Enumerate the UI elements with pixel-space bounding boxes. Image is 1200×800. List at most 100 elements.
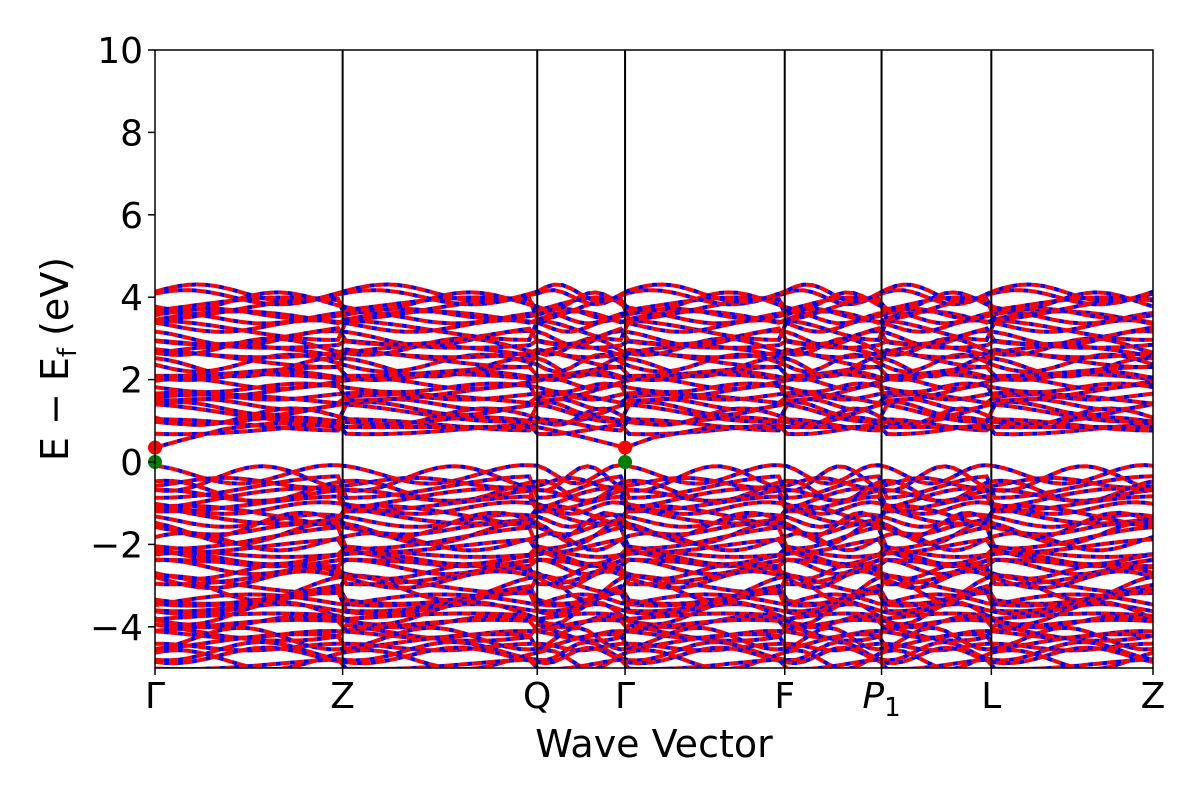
- band-line: [155, 550, 1153, 567]
- band-line: [155, 622, 1153, 643]
- x-tick-label: Z: [1141, 676, 1166, 717]
- band-line: [155, 338, 1153, 350]
- band-line: [155, 355, 1153, 379]
- band-line: [155, 464, 1153, 493]
- band-line: [155, 657, 1153, 668]
- band-line: [155, 504, 1153, 526]
- band-line: [155, 640, 1153, 663]
- band-line: [155, 531, 1153, 553]
- y-tick-label: 0: [120, 443, 143, 484]
- band-line: [155, 641, 1153, 653]
- plot-frame: [154, 49, 1154, 669]
- band-line: [155, 402, 1153, 424]
- band-line: [155, 611, 1153, 622]
- y-tick-label: 2: [120, 361, 143, 402]
- band-line: [155, 402, 1153, 424]
- band-line: [155, 474, 1153, 500]
- band-line: [155, 290, 1153, 313]
- y-axis-label: E − Ef (eV): [33, 257, 83, 461]
- band-line: [155, 396, 1153, 412]
- band-line: [155, 565, 1153, 587]
- x-tick-label: Q: [523, 676, 551, 717]
- band-line: [155, 295, 1153, 313]
- band-line: [155, 348, 1153, 370]
- band-line: [155, 537, 1153, 555]
- bands-layer: [155, 282, 1153, 668]
- band-line: [155, 406, 1153, 427]
- band-line: [155, 325, 1153, 347]
- band-line: [155, 550, 1153, 567]
- band-line: [155, 310, 1153, 326]
- y-tick-label: 10: [97, 31, 143, 72]
- band-line: [155, 364, 1153, 378]
- band-line: [155, 478, 1153, 504]
- band-line: [155, 574, 1153, 603]
- band-line: [155, 463, 1153, 486]
- x-tick-label: Z: [330, 676, 355, 717]
- band-line: [155, 574, 1153, 603]
- band-line: [155, 569, 1153, 591]
- band-line: [155, 344, 1153, 359]
- x-tick-label: L: [981, 676, 1001, 717]
- band-line: [155, 368, 1153, 383]
- x-axis-label: Wave Vector: [535, 722, 773, 766]
- highlight-point: [618, 455, 633, 469]
- band-line: [155, 309, 1153, 326]
- band-line: [155, 368, 1153, 383]
- y-tick-label: 6: [120, 196, 143, 237]
- x-axis-ticks: Γ Z Q Γ F P1 L Z: [145, 668, 1165, 723]
- band-line: [155, 474, 1153, 500]
- band-line: [155, 500, 1153, 516]
- band-line: [155, 569, 1153, 591]
- band-line: [155, 392, 1153, 406]
- band-line: [155, 602, 1153, 617]
- band-line: [155, 614, 1153, 630]
- band-line: [155, 602, 1153, 617]
- band-line: [155, 422, 1153, 437]
- edge-band-line: [155, 420, 626, 450]
- band-line: [155, 657, 1153, 668]
- band-line: [155, 617, 1153, 633]
- x-tick-label: P1: [862, 676, 900, 723]
- band-line: [155, 494, 1153, 514]
- band-line: [155, 557, 1153, 577]
- band-line: [155, 336, 1153, 357]
- band-line: [155, 352, 1153, 374]
- band-line: [155, 520, 1153, 547]
- band-line: [155, 478, 1153, 504]
- band-line: [155, 463, 1153, 486]
- x-tick-label: F: [774, 676, 795, 717]
- band-line: [155, 632, 1153, 652]
- band-line: [155, 592, 1153, 608]
- band-line: [155, 306, 1153, 321]
- y-axis-label-subscript: f: [53, 347, 83, 357]
- band-line: [155, 376, 1153, 391]
- band-line: [155, 544, 1153, 559]
- band-line: [155, 392, 1153, 406]
- x-tick-label: Γ: [615, 676, 635, 717]
- band-line: [155, 406, 1153, 427]
- band-line: [155, 503, 1153, 528]
- y-tick-label: 4: [120, 278, 143, 319]
- y-axis-ticks: −4 −2 0 2 4 6 8 10: [90, 31, 155, 649]
- band-line: [155, 282, 1153, 304]
- band-line: [155, 417, 1153, 433]
- band-line: [155, 525, 1153, 551]
- y-tick-label: 8: [120, 113, 143, 154]
- y-axis-label-unit: (eV): [33, 257, 77, 348]
- band-line: [155, 352, 1153, 374]
- x-tick-label: Γ: [145, 676, 165, 717]
- band-line: [155, 290, 1153, 313]
- band-line: [155, 417, 1153, 433]
- y-tick-label: −2: [90, 525, 143, 566]
- band-line: [155, 648, 1153, 668]
- y-tick-label: −4: [90, 608, 143, 649]
- band-line: [155, 583, 1153, 606]
- band-line: [155, 325, 1153, 347]
- highlight-point: [618, 440, 633, 455]
- band-line: [155, 625, 1153, 652]
- band-line: [155, 500, 1153, 516]
- band-line: [155, 589, 1153, 614]
- band-line: [155, 592, 1153, 608]
